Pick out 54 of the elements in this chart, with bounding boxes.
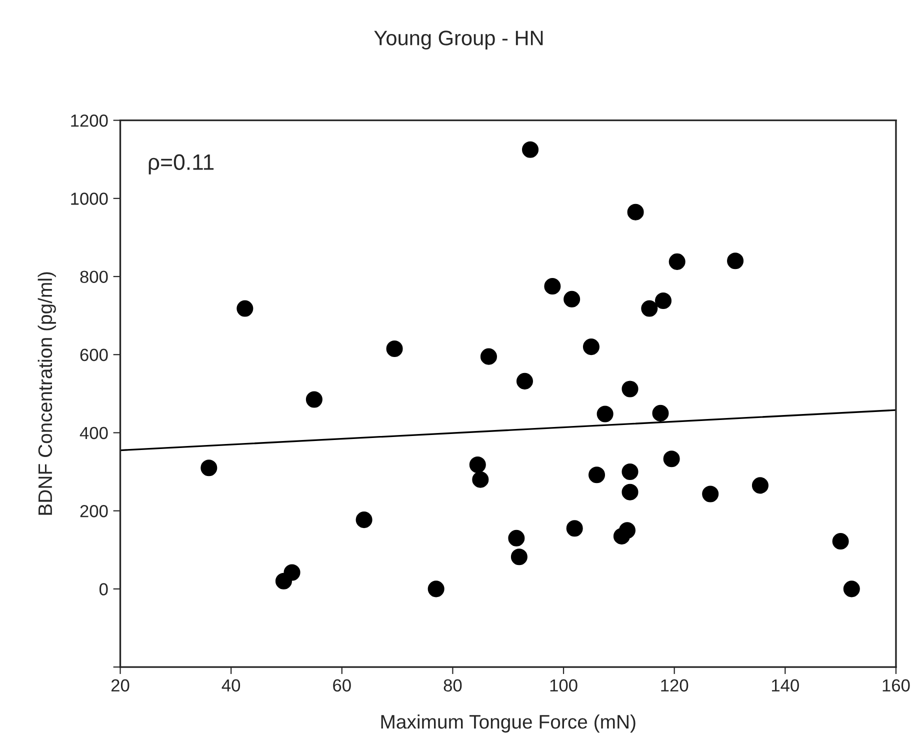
x-tick-label: 100: [550, 679, 578, 692]
point: [480, 348, 497, 365]
y-tick-label: 800: [80, 270, 108, 283]
x-tick-label: 120: [661, 679, 688, 692]
point: [566, 520, 583, 537]
point: [596, 406, 614, 422]
point: [236, 300, 254, 317]
annotation: ρ=0.11: [148, 154, 214, 174]
point: [641, 300, 658, 317]
y-axis-title: BDNF Concentration (pg/ml): [38, 272, 56, 515]
point: [510, 548, 528, 566]
point: [386, 340, 403, 358]
point: [428, 580, 444, 598]
point: [472, 471, 489, 488]
point: [652, 404, 669, 422]
y-tick-label: 400: [80, 426, 108, 440]
point: [618, 522, 636, 539]
point: [668, 253, 686, 270]
point: [622, 484, 638, 500]
chart-title: Young Group - HN: [374, 30, 543, 50]
point: [588, 466, 606, 484]
y-tick-label: 1200: [71, 114, 108, 127]
point: [752, 477, 768, 494]
y-tick-label: 0: [99, 583, 108, 596]
point: [356, 512, 372, 528]
x-tick-label: 160: [882, 679, 910, 692]
y-tick-label: 1000: [71, 192, 108, 205]
x-axis-title: Maximum Tongue Force (mN): [381, 714, 636, 733]
x-tick-label: 60: [333, 679, 351, 692]
x-tick-label: 40: [222, 679, 240, 692]
y-tick-label: 200: [80, 504, 108, 518]
x-tick-label: 140: [772, 679, 799, 692]
point: [843, 580, 860, 598]
point: [564, 290, 580, 308]
x-tick-label: 80: [444, 679, 462, 692]
point: [622, 380, 638, 398]
point: [516, 372, 534, 390]
point: [663, 450, 680, 468]
point: [284, 564, 300, 581]
point: [522, 141, 539, 158]
point: [832, 533, 849, 550]
point: [622, 464, 638, 480]
point: [702, 486, 719, 502]
x-tick-label: 20: [111, 679, 130, 692]
point: [306, 391, 322, 408]
point: [200, 460, 218, 476]
point: [508, 530, 525, 546]
point: [582, 338, 600, 356]
y-tick-label: 600: [80, 348, 108, 362]
point: [727, 252, 744, 270]
point: [654, 292, 672, 309]
point: [544, 278, 561, 295]
point: [469, 456, 486, 474]
point: [627, 204, 644, 220]
